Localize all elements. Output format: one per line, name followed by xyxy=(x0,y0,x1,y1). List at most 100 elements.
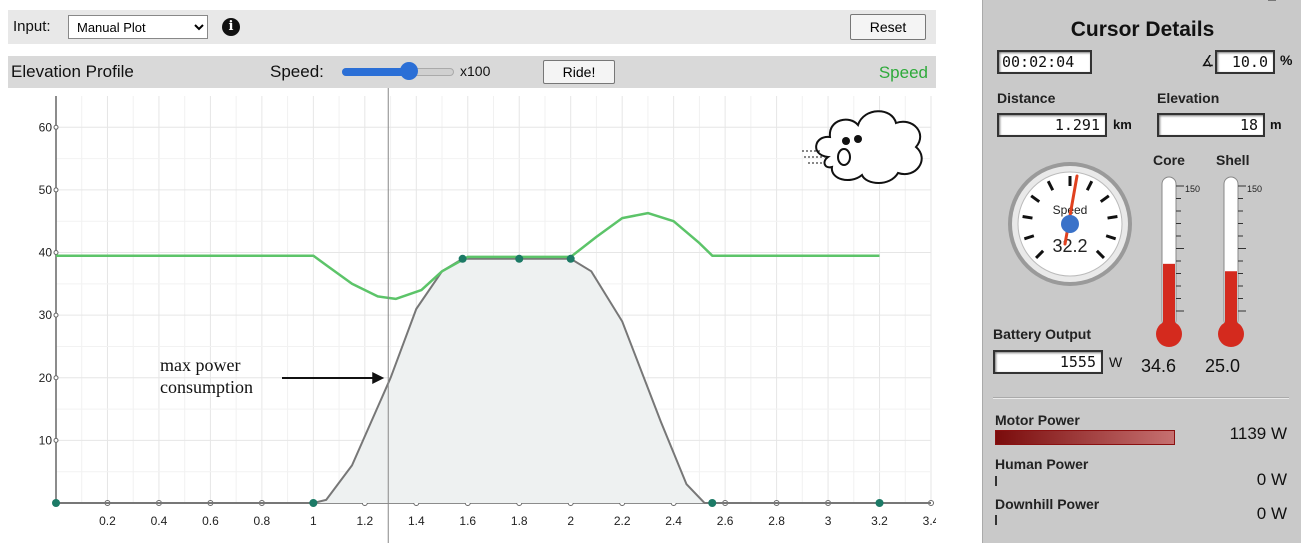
distance-label: Distance xyxy=(997,90,1056,106)
annotation-line-2: consumption xyxy=(160,377,253,397)
human-power-bar xyxy=(995,476,997,486)
gauge-tick xyxy=(1107,215,1118,220)
y-axis-marker xyxy=(53,250,59,256)
speed-label: Speed: xyxy=(270,62,324,81)
motor-power-bar xyxy=(995,430,1175,445)
core-thermometer-scale-max: 150 xyxy=(1185,184,1200,194)
gauge-tick xyxy=(1099,194,1110,203)
speed-line xyxy=(56,211,880,301)
human-power-value: 0 W xyxy=(1256,470,1287,489)
elevation-display: 18 xyxy=(1157,113,1265,137)
y-axis-marker xyxy=(53,437,59,443)
x-tick-label: 0.2 xyxy=(99,514,116,528)
reset-button[interactable]: Reset xyxy=(850,14,926,40)
shell-thermometer-scale-max: 150 xyxy=(1247,184,1262,194)
x-tick-label: 0.4 xyxy=(151,514,168,528)
annotation-line-1: max power xyxy=(160,355,241,375)
shell-temp-value: 25.0 xyxy=(1205,356,1241,376)
x-tick-label: 2.6 xyxy=(717,514,734,528)
route-plot-panel: Input: Manual Plot i Reset Elevation Pro… xyxy=(8,10,936,543)
cursor-details-panel: Cursor Details 00:02:04 ∡ 10.0 % Distanc… xyxy=(982,0,1301,543)
x-tick-label: 1 xyxy=(310,514,317,528)
speed-multiplier: x100 xyxy=(460,63,491,79)
ride-button[interactable]: Ride! xyxy=(543,60,615,84)
speedometer-gauge: Speed32.2 xyxy=(1008,162,1132,286)
cloud-eye-left xyxy=(842,137,850,145)
gauge-hub xyxy=(1061,215,1079,233)
x-tick-label: 1.6 xyxy=(459,514,476,528)
elevation-control-point xyxy=(566,254,575,263)
slope-unit: % xyxy=(1280,52,1293,68)
input-label: Input: xyxy=(13,18,51,35)
elevation-control-point xyxy=(875,499,884,507)
y-tick-label-left: 20 xyxy=(39,371,53,385)
chart-header: Elevation Profile Speed: x100 Ride! Spee… xyxy=(8,56,936,88)
y-tick-label-left: 10 xyxy=(39,433,53,447)
core-temp-label: Core xyxy=(1153,152,1185,168)
x-tick-label: 2.2 xyxy=(614,514,631,528)
gauge-tick xyxy=(1034,249,1045,260)
elevation-control-point xyxy=(708,499,717,507)
info-icon[interactable]: i xyxy=(222,18,240,36)
human-power-label: Human Power xyxy=(995,456,1089,472)
input-select[interactable]: Manual Plot xyxy=(68,15,208,39)
y-tick-label-left: 30 xyxy=(39,308,53,322)
x-tick-label: 1.2 xyxy=(356,514,373,528)
gauge-value: 32.2 xyxy=(1052,236,1087,256)
y-tick-label-left: 60 xyxy=(39,120,53,134)
battery-output-label: Battery Output xyxy=(993,326,1091,342)
slope-display: 10.0 xyxy=(1215,50,1275,74)
downhill-power-bar xyxy=(995,515,997,525)
distance-unit: km xyxy=(1113,117,1132,132)
input-toolbar: Input: Manual Plot i Reset xyxy=(8,10,936,44)
elevation-chart[interactable]: 0.2 0.4 0.6 0.8 1 1.2 1.4 1.6 1.8 2 2.2 2.4 2.6 2.8 3 3… xyxy=(8,88,936,543)
shell-thermometer: 150 xyxy=(1218,176,1262,347)
gauge-tick xyxy=(1105,234,1117,241)
elevation-label: Elevation xyxy=(1157,90,1220,106)
annotation-arrow-head xyxy=(372,372,385,384)
gauge-needle xyxy=(1063,174,1079,246)
cloud-outline xyxy=(815,110,923,184)
shell-thermometer-bulb xyxy=(1218,321,1244,347)
shell-thermometer-mercury xyxy=(1225,271,1237,330)
slope-icon: ∡ xyxy=(1201,53,1215,70)
elevation-chart-svg[interactable]: 0.2 0.4 0.6 0.8 1 1.2 1.4 1.6 1.8 2 2.2 2.4 2.6 2.8 3 3… xyxy=(8,88,936,543)
y-tick-label-left: 40 xyxy=(39,246,53,260)
shell-temp-label: Shell xyxy=(1216,152,1250,168)
x-tick-label: 2.4 xyxy=(665,514,682,528)
x-tick-label: 1.4 xyxy=(408,514,425,528)
speed-slider[interactable] xyxy=(342,62,454,80)
gauge-tick xyxy=(1095,249,1106,260)
elevation-control-point xyxy=(458,254,467,263)
gauge-tick xyxy=(1023,234,1035,241)
annotation-text: max power consumption xyxy=(160,354,253,398)
elevation-control-point xyxy=(515,254,524,263)
gauge-tick xyxy=(1022,215,1033,220)
cloud-eye-right xyxy=(854,135,862,143)
elevation-unit: m xyxy=(1270,117,1282,132)
x-tick-label: 1.8 xyxy=(511,514,528,528)
downhill-power-value: 0 W xyxy=(1256,504,1287,523)
legend-speed: Speed xyxy=(878,63,928,82)
core-thermometer-mercury xyxy=(1163,263,1175,330)
chart-title: Elevation Profile xyxy=(11,62,134,81)
y-tick-label-left: 50 xyxy=(39,183,53,197)
elevation-control-point xyxy=(309,499,318,507)
cloud-mouth xyxy=(837,148,851,166)
y-axis-marker xyxy=(53,187,59,193)
core-thermometer: 150 xyxy=(1156,176,1200,347)
downhill-power-label: Downhill Power xyxy=(995,496,1100,512)
core-thermometer-bulb xyxy=(1156,321,1182,347)
cursor-details-title: Cursor Details xyxy=(1070,18,1215,41)
elevation-fill xyxy=(56,258,931,503)
y-axis-marker xyxy=(53,375,59,381)
x-tick-label: 0.6 xyxy=(202,514,219,528)
slider-thumb[interactable] xyxy=(400,62,419,80)
distance-display: 1.291 xyxy=(997,113,1107,137)
gauge-tick xyxy=(1046,180,1055,191)
battery-output-display: 1555 xyxy=(993,350,1103,374)
battery-output-unit: W xyxy=(1109,354,1123,370)
y-axis-marker xyxy=(53,312,59,318)
elevation-control-point xyxy=(52,499,60,507)
slider-fill xyxy=(342,68,410,76)
